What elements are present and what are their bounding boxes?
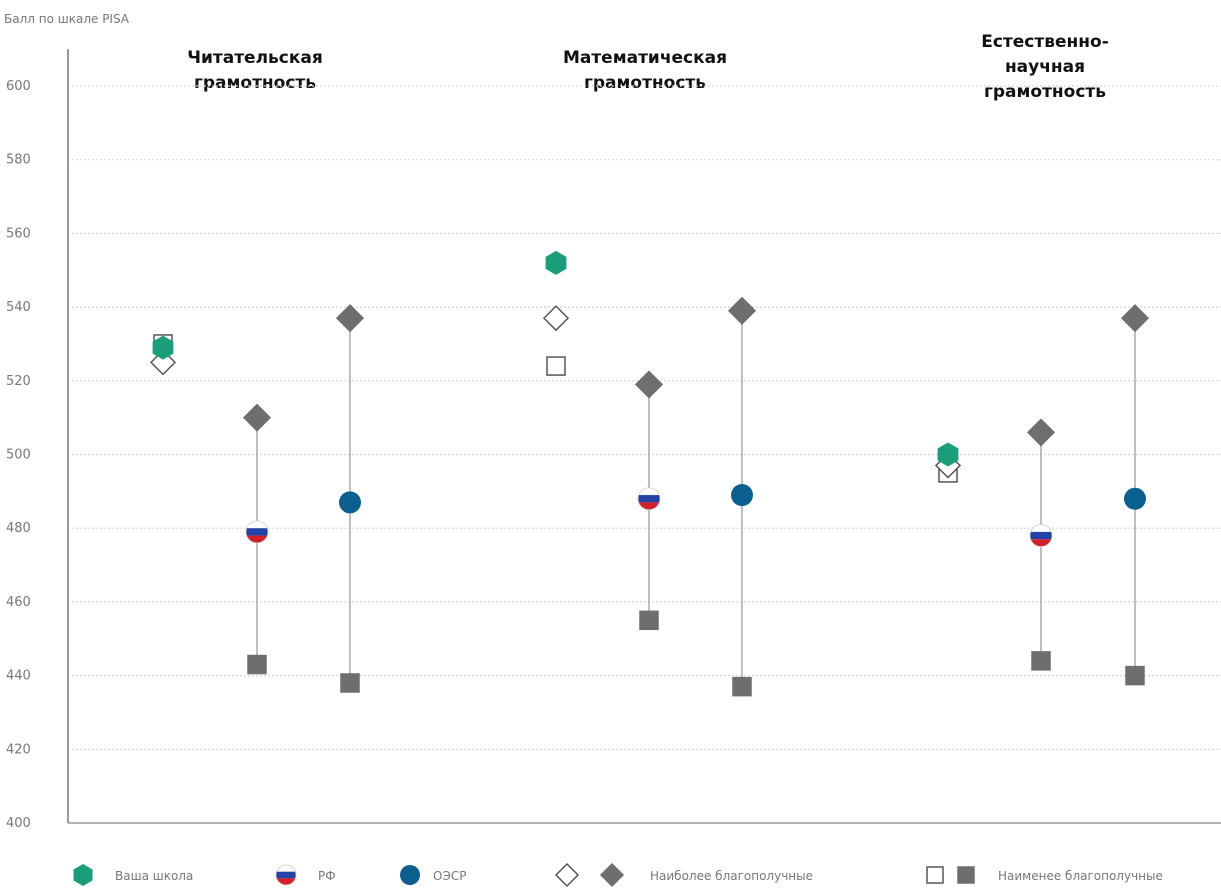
top-diamond [634, 370, 664, 399]
oecd-mean-marker [731, 484, 753, 507]
legend-rf-label: РФ [318, 869, 336, 883]
bottom-square [1031, 651, 1051, 671]
y-tick-label: 540 [6, 300, 31, 315]
y-axis: 400 420 440 460 480 500 520 540 560 580 600 [6, 49, 1221, 831]
school-hexagon [937, 442, 959, 467]
legend: Ваша школа РФ ОЭСР Наиболее благополучные На… [73, 862, 1163, 888]
rf-mean-marker [638, 487, 660, 510]
top-diamond [335, 304, 365, 333]
bottom-square [1125, 665, 1145, 686]
y-tick-label: 580 [6, 153, 31, 168]
legend-open-square-icon [926, 866, 944, 884]
y-tick-label: 500 [6, 448, 31, 463]
legend-oecd-label: ОЭСР [433, 869, 466, 883]
school-open-diamond [542, 305, 570, 332]
rf-mean-marker [246, 520, 268, 543]
top-diamond [1120, 304, 1150, 333]
panel-title-math: Математическая грамотность [562, 48, 728, 93]
legend-bottom-label: Наименее благополучные [998, 869, 1163, 883]
school-hexagon [545, 250, 567, 275]
y-tick-label: 420 [6, 742, 31, 757]
school-open-diamond [149, 349, 177, 376]
y-tick-label: 520 [6, 374, 31, 389]
bottom-square [340, 673, 360, 693]
y-tick-label: 440 [6, 669, 31, 684]
legend-school-icon [73, 864, 93, 886]
school-open-square [546, 356, 566, 376]
bottom-square [247, 654, 267, 675]
bottom-square [639, 610, 659, 631]
oecd-mean-marker [339, 491, 361, 514]
school-hexagon [152, 335, 174, 360]
legend-school-label: Ваша школа [115, 869, 193, 883]
legend-open-diamond-icon [554, 862, 580, 888]
top-diamond [242, 403, 272, 432]
top-diamond [727, 296, 757, 325]
y-tick-label: 560 [6, 226, 31, 241]
legend-rf-icon [276, 865, 296, 885]
legend-top-label: Наиболее благополучные [650, 869, 813, 883]
y-axis-label: Балл по шкале PISA [4, 12, 130, 26]
grid [68, 85, 1221, 750]
rf-mean-marker [1030, 524, 1052, 547]
panel-title-science: Естественно- научная грамотность [981, 32, 1109, 102]
y-tick-label: 460 [6, 595, 31, 610]
panel-title-reading: Читательская грамотность [187, 48, 323, 93]
legend-oecd-icon [400, 865, 420, 885]
chart-marks [149, 250, 1150, 697]
oecd-mean-marker [1124, 487, 1146, 510]
y-tick-label: 600 [6, 79, 31, 94]
legend-filled-diamond-icon [599, 862, 625, 888]
y-tick-label: 400 [6, 816, 31, 831]
top-diamond [1026, 418, 1056, 447]
y-tick-label: 480 [6, 521, 31, 536]
bottom-square [732, 676, 752, 697]
legend-filled-square-icon [957, 866, 975, 884]
